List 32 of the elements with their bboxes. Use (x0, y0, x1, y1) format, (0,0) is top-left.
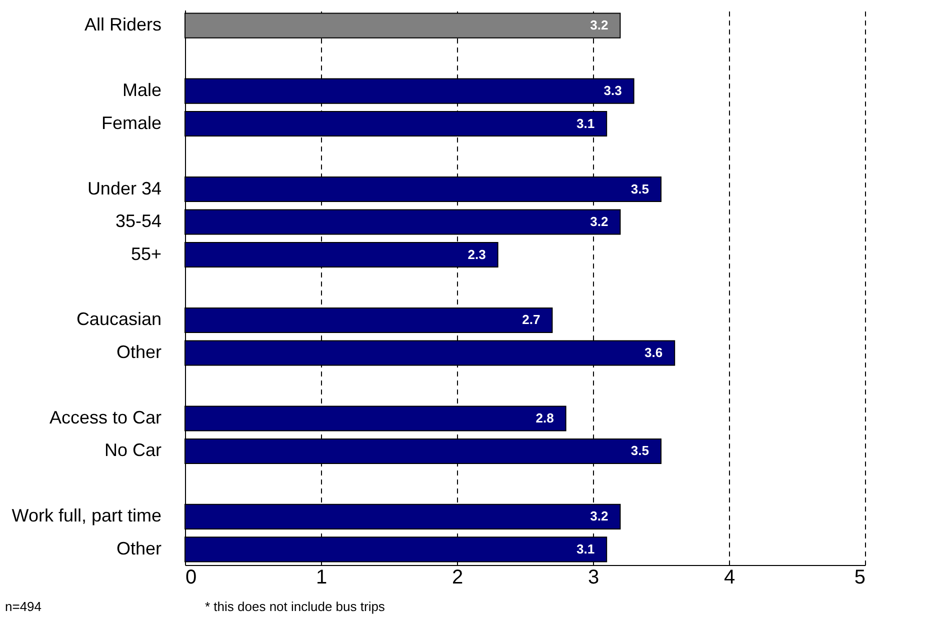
text: * this does not include bus trips (205, 599, 386, 614)
data-label: 3.5 (630, 443, 649, 458)
x-tick-label: 2 (452, 566, 464, 588)
text: n=494 (5, 599, 42, 614)
y-tick-label: No Car (104, 440, 162, 460)
data-label: 3.1 (576, 116, 595, 131)
x-tick-label: 0 (186, 566, 197, 588)
y-tick-label: Work full, part time (12, 506, 162, 526)
x-tick-label: 5 (854, 566, 866, 588)
y-tick-label: Other (116, 342, 162, 362)
x-tick-label: 4 (724, 566, 736, 588)
y-tick-label: 35-54 (115, 211, 162, 232)
data-label: 3.3 (604, 83, 622, 98)
data-label: 3.2 (590, 18, 608, 33)
data-label: 3.1 (576, 541, 595, 556)
data-label: 2.8 (536, 410, 554, 426)
y-tick-label: All Riders (84, 14, 162, 35)
data-label: 2.3 (468, 246, 486, 262)
y-tick-label: Other (116, 538, 162, 558)
y-tick-label: Female (101, 112, 162, 133)
data-label: 3.6 (644, 344, 663, 360)
y-tick-label: Male (122, 80, 162, 100)
data-label: 3.2 (590, 508, 608, 524)
x-tick-label: 3 (588, 566, 600, 588)
y-tick-label: Under 34 (87, 178, 162, 198)
y-tick-label: Access to Car (49, 407, 162, 428)
y-tick-label: Caucasian (76, 309, 162, 330)
data-label: 3.2 (590, 214, 608, 230)
y-tick-label: 55+ (130, 244, 162, 264)
x-tick-label: 1 (316, 566, 328, 588)
data-label: 2.7 (522, 312, 540, 328)
data-label: 3.5 (630, 181, 649, 196)
